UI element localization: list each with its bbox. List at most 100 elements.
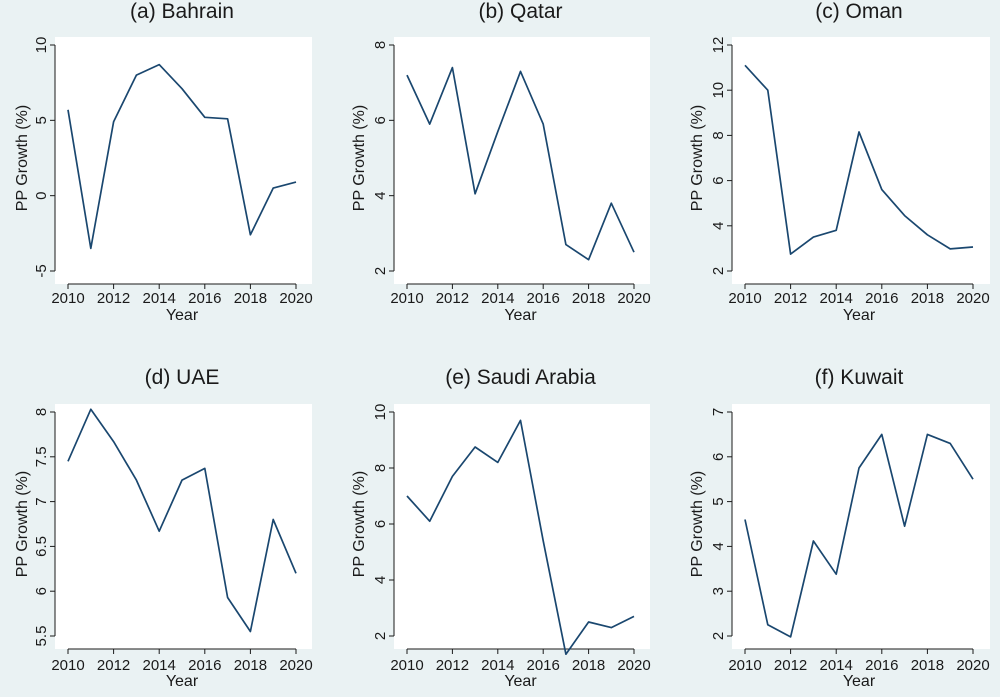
x-tick-label: 2010 — [728, 657, 761, 674]
chart-panel-6: (f) Kuwait 2 3 4 5 6 7 2010 2012 2014 2016 2018 2020… — [689, 366, 990, 690]
x-tick-label: 2012 — [774, 657, 807, 674]
x-tick-label: 2020 — [617, 657, 650, 674]
y-tick-label: 6 — [372, 520, 389, 528]
series-line — [406, 419, 635, 656]
plot-area — [732, 37, 990, 284]
x-tick-label: 2016 — [188, 657, 221, 674]
chart-title: (e) Saudi Arabia — [445, 366, 596, 389]
chart-title: (f) Kuwait — [815, 366, 904, 389]
plot-area — [732, 404, 990, 649]
y-axis-title: PP Growth (%) — [351, 105, 368, 211]
y-tick-label: 5 — [710, 497, 727, 505]
y-tick-label: 12 — [710, 37, 727, 54]
x-tick-label: 2016 — [527, 290, 560, 307]
y-tick-label: 2 — [710, 632, 727, 640]
y-axis-title: PP Growth (%) — [14, 105, 31, 211]
y-tick-label: 2 — [710, 267, 727, 275]
y-axis-title: PP Growth (%) — [351, 471, 368, 577]
chart-panel-3: (c) Oman 2 4 6 8 10 12 2010 2012 2014 2016 2018 2020… — [689, 0, 990, 324]
y-tick-label: 7.5 — [33, 446, 50, 467]
y-tick-label: 10 — [33, 37, 50, 54]
y-axis-title: PP Growth (%) — [14, 471, 31, 577]
y-tick-label: 4 — [372, 191, 389, 199]
chart-title: (c) Oman — [815, 0, 903, 23]
y-tick-label: 2 — [372, 267, 389, 275]
chart-title: (a) Bahrain — [130, 0, 234, 23]
x-tick-label: 2018 — [572, 657, 605, 674]
chart-panel-5: (e) Saudi Arabia 2 4 6 8 10 2010 2012 2014 2016 20… — [351, 366, 651, 690]
x-tick-label: 2010 — [51, 657, 84, 674]
x-tick-label: 2012 — [436, 290, 469, 307]
y-tick-label: 4 — [372, 576, 389, 584]
x-tick-label: 2012 — [97, 657, 130, 674]
x-tick-label: 2020 — [279, 657, 312, 674]
y-tick-label: 3 — [710, 587, 727, 595]
x-tick-label: 2010 — [728, 290, 761, 307]
x-tick-label: 2014 — [143, 290, 176, 307]
chart-panel-4: (d) UAE 5.5 6 6.5 7 7.5 8 2010 2012 2014 2016 2018 2… — [14, 366, 313, 690]
x-tick-label: 2014 — [481, 290, 514, 307]
y-tick-label: 4 — [710, 542, 727, 550]
x-tick-label: 2016 — [188, 290, 221, 307]
x-tick-label: 2018 — [911, 657, 944, 674]
x-axis-title: Year — [843, 673, 876, 690]
x-tick-label: 2010 — [51, 290, 84, 307]
x-tick-label: 2018 — [572, 290, 605, 307]
chart-panel-1: (a) Bahrain -5 0 5 10 2010 2012 2014 2016 2018 202… — [14, 0, 313, 324]
x-axis-title: Year — [166, 673, 199, 690]
y-tick-label: 2 — [372, 632, 389, 640]
x-axis-title: Year — [166, 307, 199, 324]
x-axis-title: Year — [504, 673, 537, 690]
y-tick-label: 8 — [710, 131, 727, 139]
x-tick-label: 2016 — [865, 290, 898, 307]
x-tick-label: 2012 — [774, 290, 807, 307]
y-tick-label: -5 — [33, 264, 50, 277]
y-axis-title: PP Growth (%) — [689, 105, 706, 211]
x-tick-label: 2020 — [617, 290, 650, 307]
x-tick-label: 2014 — [820, 290, 853, 307]
y-tick-label: 0 — [33, 191, 50, 199]
plot-area — [55, 404, 312, 649]
chart-title: (b) Qatar — [478, 0, 562, 23]
x-tick-label: 2016 — [527, 657, 560, 674]
series-line — [406, 66, 635, 261]
y-tick-label: 6 — [710, 453, 727, 461]
y-tick-label: 8 — [372, 464, 389, 472]
x-tick-label: 2020 — [956, 290, 989, 307]
y-tick-label: 6 — [33, 587, 50, 595]
y-tick-label: 7 — [33, 497, 50, 505]
chart-panel-2: (b) Qatar 2 4 6 8 2010 2012 2014 2016 2018 2020 Yea… — [351, 0, 651, 324]
y-tick-label: 10 — [372, 404, 389, 421]
series-line — [67, 408, 297, 633]
plot-area — [55, 37, 312, 284]
chart-title: (d) UAE — [145, 366, 220, 389]
x-tick-label: 2020 — [279, 290, 312, 307]
y-tick-label: 7 — [710, 408, 727, 416]
y-tick-label: 6 — [710, 176, 727, 184]
x-tick-label: 2020 — [956, 657, 989, 674]
x-tick-label: 2018 — [234, 657, 267, 674]
x-tick-label: 2010 — [390, 290, 423, 307]
y-tick-label: 5 — [33, 116, 50, 124]
y-tick-label: 5.5 — [33, 626, 50, 647]
series-line — [744, 433, 974, 638]
y-tick-label: 8 — [33, 408, 50, 416]
x-tick-label: 2010 — [390, 657, 423, 674]
x-axis-title: Year — [504, 307, 537, 324]
x-tick-label: 2018 — [911, 290, 944, 307]
plot-area — [394, 37, 650, 284]
y-tick-label: 10 — [710, 82, 727, 99]
x-tick-label: 2014 — [820, 657, 853, 674]
y-axis-title: PP Growth (%) — [689, 471, 706, 577]
x-tick-label: 2012 — [436, 657, 469, 674]
x-tick-label: 2014 — [143, 657, 176, 674]
x-axis-title: Year — [843, 307, 876, 324]
y-tick-label: 4 — [710, 222, 727, 230]
x-tick-label: 2014 — [481, 657, 514, 674]
x-tick-label: 2016 — [865, 657, 898, 674]
series-line — [67, 63, 297, 250]
series-line — [744, 64, 974, 255]
y-tick-label: 6.5 — [33, 536, 50, 557]
y-tick-label: 8 — [372, 41, 389, 49]
